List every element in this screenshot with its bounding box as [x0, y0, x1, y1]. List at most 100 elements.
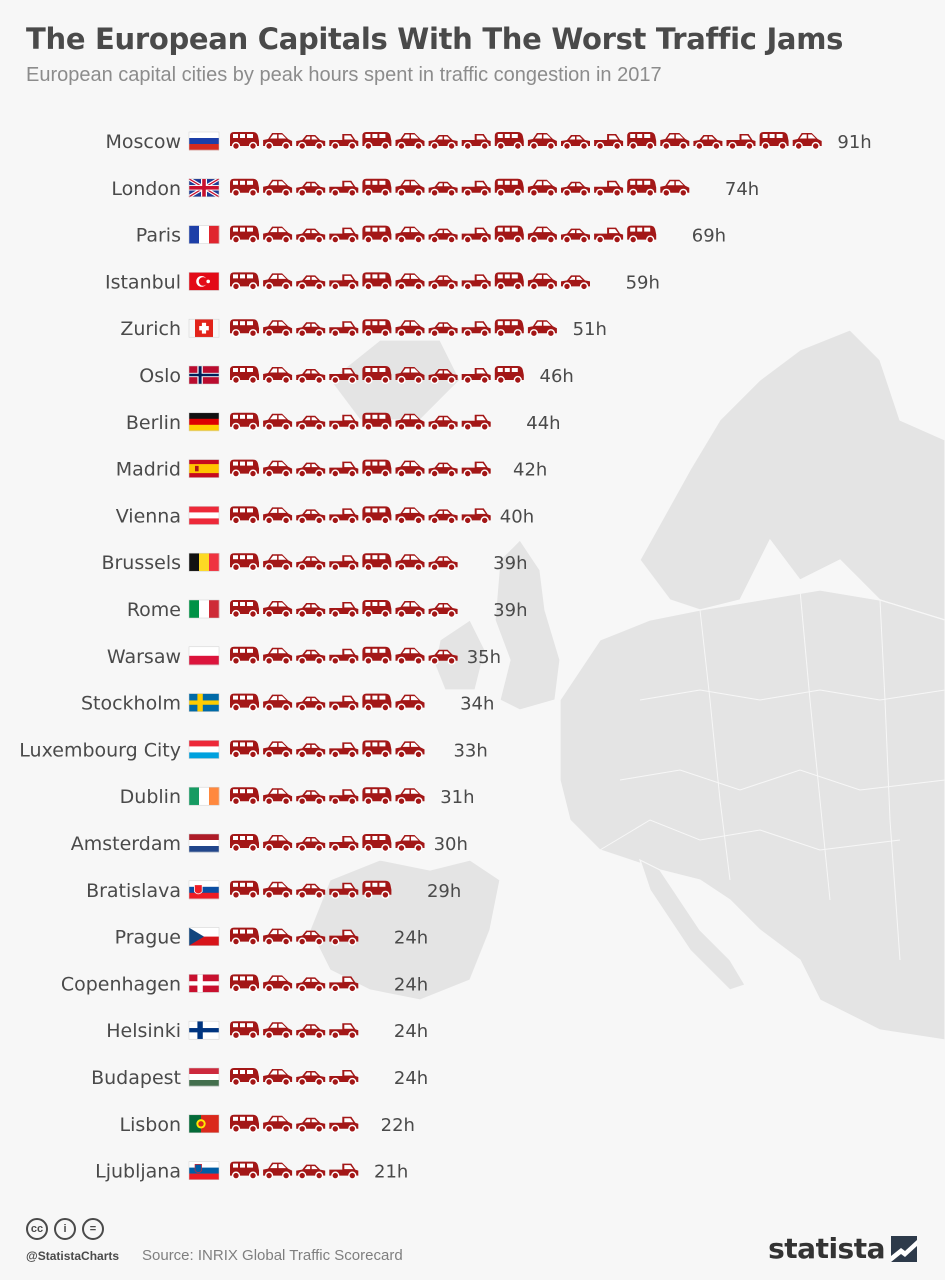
city-label: Warsaw — [107, 646, 181, 668]
car-icon — [494, 224, 525, 244]
car-icon — [328, 507, 359, 525]
value-label: 24h — [394, 928, 428, 949]
car-icon — [461, 460, 492, 478]
car-icon — [560, 181, 591, 197]
flag-france-icon — [188, 225, 220, 244]
car-icon — [427, 508, 459, 525]
value-label: 21h — [374, 1162, 408, 1183]
car-icon — [295, 1117, 326, 1133]
city-label: Copenhagen — [61, 973, 181, 995]
car-icon — [229, 692, 260, 712]
twitter-handle[interactable]: @StatistaCharts — [26, 1249, 120, 1263]
car-icon — [361, 178, 393, 197]
city-label: Helsinki — [106, 1020, 181, 1042]
chart-row: Bratislava 29h — [86, 880, 461, 902]
city-label: Ljubljana — [95, 1161, 181, 1183]
bar-paris — [229, 224, 685, 244]
bar-berlin — [229, 412, 519, 431]
bar-istanbul — [229, 271, 618, 291]
chart-row: Dublin 31h — [120, 786, 475, 808]
car-icon — [593, 226, 624, 244]
chart-row: Moscow 91h — [105, 131, 871, 153]
car-icon — [295, 134, 326, 151]
value-label: 30h — [434, 834, 468, 855]
creative-commons-icon[interactable]: cc — [26, 1218, 48, 1240]
car-icon — [229, 224, 260, 244]
flag-poland-icon — [188, 646, 220, 666]
car-icon — [229, 833, 260, 853]
car-icon — [394, 366, 426, 385]
chart-row: London 74h — [111, 177, 759, 200]
car-icon — [328, 460, 359, 478]
car-icon — [262, 132, 293, 151]
chart-title: The European Capitals With The Worst Tra… — [26, 22, 844, 56]
flag-finland-icon — [188, 1020, 220, 1040]
chart-row: Helsinki 24h — [106, 1020, 428, 1042]
chart-row: Budapest 24h — [91, 1067, 428, 1089]
car-icon — [659, 225, 685, 244]
car-icon — [262, 459, 293, 478]
car-icon — [262, 553, 293, 572]
car-icon — [461, 273, 492, 291]
no-derivatives-icon[interactable]: = — [82, 1218, 104, 1240]
city-label: Lisbon — [120, 1114, 182, 1136]
bar-oslo — [229, 365, 534, 385]
car-icon — [659, 132, 690, 151]
car-icon — [494, 318, 525, 338]
bar-budapest — [229, 1067, 387, 1087]
bar-madrid — [229, 458, 507, 478]
statista-logo-icon — [891, 1235, 917, 1262]
value-label: 24h — [394, 974, 428, 995]
car-icon — [560, 274, 591, 291]
car-icon — [262, 1161, 293, 1180]
car-icon — [262, 1115, 293, 1133]
car-icon — [461, 180, 492, 197]
car-icon — [328, 273, 359, 291]
statista-brand[interactable]: statista — [768, 1232, 917, 1265]
car-icon — [461, 554, 486, 572]
car-icon — [229, 1114, 260, 1133]
car-icon — [461, 133, 492, 151]
car-icon — [262, 974, 293, 993]
car-icon — [328, 367, 359, 385]
flag-slovakia-icon — [188, 880, 220, 900]
bar-dublin — [229, 786, 434, 806]
car-icon — [262, 600, 293, 619]
car-icon — [295, 1023, 326, 1040]
car-icon — [262, 740, 293, 759]
car-icon — [461, 507, 492, 525]
car-icon — [295, 415, 326, 431]
car-icon — [328, 741, 359, 759]
car-icon — [494, 365, 525, 385]
car-icon — [527, 272, 558, 291]
city-label: Moscow — [105, 131, 181, 153]
car-icon — [461, 320, 492, 338]
flag-germany-icon — [188, 412, 220, 432]
brand-wordmark: statista — [768, 1232, 885, 1265]
car-icon — [361, 692, 393, 712]
bar-luxembourg-city — [229, 739, 447, 759]
attribution-icon[interactable]: i — [54, 1218, 76, 1240]
car-icon — [361, 973, 387, 993]
flag-spain-icon — [188, 459, 220, 478]
car-icon — [295, 836, 326, 853]
car-icon — [427, 461, 459, 478]
car-icon — [361, 458, 393, 478]
car-icon — [692, 134, 724, 151]
city-label: Istanbul — [105, 271, 181, 293]
car-icon — [295, 649, 326, 665]
car-icon — [725, 133, 757, 151]
car-icon — [394, 787, 426, 806]
car-icon — [427, 368, 459, 385]
flag-norway-icon — [188, 365, 220, 385]
car-icon — [295, 695, 326, 712]
chart-row: Amsterdam 30h — [71, 833, 468, 855]
city-label: Oslo — [139, 365, 181, 387]
car-icon — [527, 319, 558, 338]
car-icon — [262, 693, 293, 712]
city-label: Rome — [127, 599, 181, 621]
chart-subtitle: European capital cities by peak hours sp… — [26, 64, 662, 86]
chart-row: Paris 69h — [136, 225, 726, 247]
bar-vienna — [229, 505, 492, 525]
source-note: Source: INRIX Global Traffic Scorecard — [142, 1247, 403, 1264]
